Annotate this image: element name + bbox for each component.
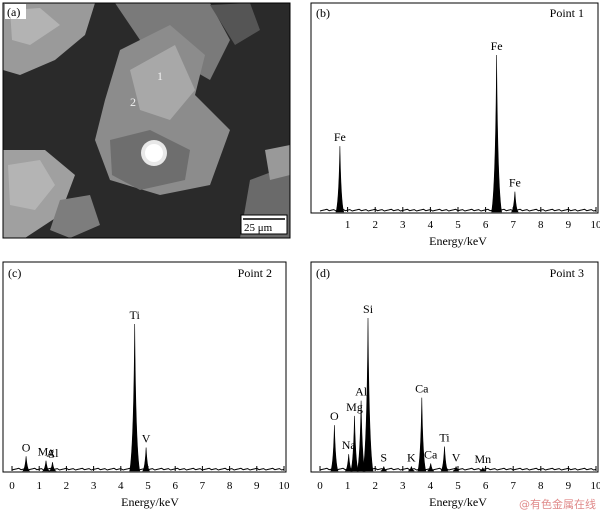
spectrum-peak [362,317,374,472]
spectrum-peak [452,466,460,472]
panel-c-frame [2,261,287,473]
x-tick-label: 5 [145,480,151,492]
peak-label: V [142,432,151,446]
x-tick-label: 2 [372,219,378,231]
panel-c-title: Point 2 [238,266,272,280]
spectrum-peak [129,323,141,472]
peak-label: Si [363,302,374,316]
x-tick-label: 5 [455,219,461,231]
spectrum-peak [350,415,359,472]
x-tick-label: 10 [279,480,291,492]
spectrum-peak [479,467,486,472]
x-tick-label: 10 [591,219,600,231]
x-tick-label: 10 [591,480,600,492]
x-tick-label: 9 [566,219,572,231]
x-tick-label: 3 [91,480,97,492]
point-1-marker: 1 [157,69,163,83]
x-tick-label: 1 [345,219,351,231]
panel-b-xlabel: Energy/keV [429,234,487,248]
x-tick-label: 8 [538,219,544,231]
peak-label: Al [47,446,60,460]
x-tick-label: 4 [428,480,434,492]
point-2-marker: 2 [130,95,136,109]
peak-label: Al [355,385,368,399]
peak-label: Mg [346,400,363,414]
peak-label: Ti [439,431,450,445]
watermark: @有色金属在线 [519,497,596,511]
x-tick-label: 4 [118,480,124,492]
spectrum-peak [511,191,519,213]
peak-label: Mn [475,452,492,466]
panel-d-xlabel: Energy/keV [429,495,487,509]
spectrum-panel-0: 1 2 3 4 5 6 7 8 9 10 Fe Fe Fe [319,39,600,231]
x-tick-label: 1 [345,480,351,492]
peak-label: Fe [509,176,521,190]
x-tick-label: 7 [200,480,206,492]
spectrum-peak [417,397,427,472]
spectrum-peak [408,466,415,472]
x-tick-label: 2 [372,480,378,492]
spectrum-peak [48,462,57,472]
panel-b-title: Point 1 [550,6,584,20]
spectrum-peak [41,460,51,472]
panel-d-title: Point 3 [550,266,584,280]
peak-label: S [380,450,387,464]
peak-label: Fe [334,130,346,144]
spectrum-baseline [319,208,597,212]
x-tick-label: 0 [9,480,15,492]
peak-label: V [452,450,461,464]
x-tick-label: 7 [510,480,516,492]
panel-c-letter: (c) [8,266,21,280]
peak-label: Na [342,438,357,452]
spectrum-peak [142,447,150,472]
x-tick-label: 8 [538,480,544,492]
peak-label: Fe [491,39,503,53]
spectrum-peak [380,466,387,472]
panel-d-letter: (d) [316,266,330,280]
panel-d-frame [310,261,599,473]
scale-bar-label: 25 μm [244,222,273,234]
spectrum-peak [335,146,345,213]
x-tick-label: 6 [483,219,489,231]
peak-label: Ca [424,447,438,461]
spectrum-peak [427,463,434,472]
x-tick-label: 1 [36,480,42,492]
x-tick-label: 3 [400,219,406,231]
spectrum-peak [22,456,31,472]
x-tick-label: 7 [510,219,516,231]
sem-frame [2,2,291,239]
x-tick-label: 6 [172,480,178,492]
x-tick-label: 9 [254,480,260,492]
peak-label: K [407,450,416,464]
x-tick-label: 3 [400,480,406,492]
x-tick-label: 9 [566,480,572,492]
panel-c-xlabel: Energy/keV [121,495,179,509]
panel-b-letter: (b) [316,6,330,20]
peak-label: O [330,409,339,423]
spectrum-peak [491,54,502,213]
peak-label: Ca [415,382,429,396]
peak-label: Ti [130,308,141,322]
panel-a-letter-box [5,4,26,19]
x-tick-label: 2 [64,480,70,492]
spectrum-peak [440,446,449,472]
x-tick-label: 4 [428,219,434,231]
sem-micrograph [3,3,290,238]
x-tick-label: 0 [317,480,323,492]
spectrum-peak [330,425,339,472]
panel-a-letter: (a) [7,5,20,19]
peak-label: O [22,440,31,454]
x-tick-label: 6 [483,480,489,492]
x-tick-label: 5 [455,480,461,492]
peak-label: Mg [38,445,55,459]
x-tick-label: 8 [227,480,233,492]
panel-b-frame [310,2,599,214]
